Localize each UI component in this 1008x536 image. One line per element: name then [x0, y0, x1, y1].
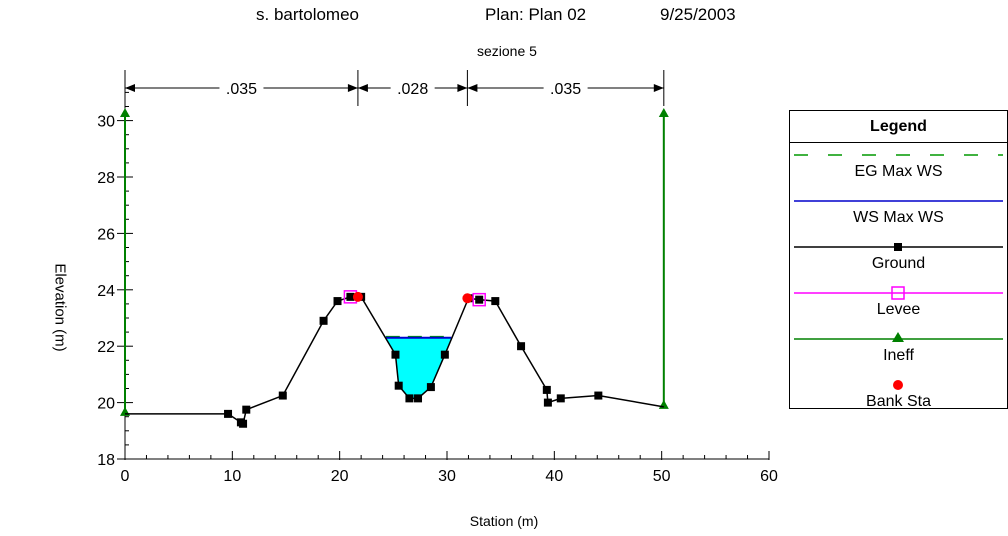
ground-point — [426, 383, 435, 392]
ground-point — [391, 350, 400, 359]
ground-point — [491, 297, 500, 306]
legend-label: WS Max WS — [853, 209, 944, 226]
ineff-triangle — [120, 107, 130, 117]
legend-item: WS Max WS — [790, 189, 1007, 235]
legend-label: Bank Sta — [866, 393, 931, 410]
ground-point — [517, 342, 526, 351]
legend-swatch — [794, 332, 1003, 342]
ground-point — [239, 419, 248, 428]
legend-swatch — [794, 286, 1003, 300]
y-tick-label: 18 — [97, 452, 115, 469]
legend-item: Levee — [790, 281, 1007, 327]
legend-box: Legend EG Max WS WS Max WS Ground Levee Inef… — [789, 110, 1008, 410]
y-tick-label: 20 — [97, 396, 115, 413]
ground-point — [346, 292, 355, 301]
ground-point — [224, 409, 233, 418]
x-axis-label: Station (m) — [469, 513, 539, 529]
y-tick-label: 30 — [97, 114, 115, 131]
y-tick-label: 24 — [97, 283, 115, 300]
ground-point — [556, 394, 565, 403]
plan-date: 9/25/2003 — [660, 5, 736, 24]
ground-point — [333, 297, 342, 306]
manning-arrowhead-left — [357, 84, 368, 92]
bank-station-marker — [352, 291, 363, 302]
x-tick-label: 0 — [121, 468, 130, 485]
ground-point — [542, 385, 551, 394]
legend-marker — [891, 286, 905, 300]
ineff-triangle — [658, 399, 669, 409]
legend-label: Ground — [871, 255, 926, 272]
project-name: s. bartolomeo — [256, 5, 359, 24]
manning-arrowhead-right — [457, 84, 468, 92]
x-tick-label: 40 — [545, 468, 563, 485]
ground-point — [319, 316, 328, 325]
levee-marker — [472, 292, 486, 307]
ground-point — [394, 381, 403, 390]
legend-label: Ineff — [883, 347, 914, 364]
ground-point — [242, 405, 251, 414]
x-tick-label: 60 — [760, 468, 778, 485]
ground-point — [440, 350, 449, 359]
x-tick-label: 10 — [223, 468, 241, 485]
legend-marker — [894, 243, 902, 251]
y-tick-label: 26 — [97, 226, 115, 243]
legend-item: EG Max WS — [790, 143, 1007, 189]
manning-label-bg — [219, 78, 264, 98]
legend-item: Ineff — [790, 327, 1007, 373]
legend-marker — [892, 332, 904, 342]
manning-arrowhead-right — [653, 84, 664, 92]
manning-label-bg — [390, 78, 435, 98]
manning-arrowhead-left — [125, 84, 135, 92]
y-tick-label: 28 — [97, 170, 115, 187]
ground-point — [278, 391, 287, 400]
manning-arrowhead-left — [467, 84, 478, 92]
legend-marker — [893, 380, 903, 390]
ground-point — [475, 295, 484, 304]
manning-label: .028 — [397, 81, 428, 98]
legend-swatch — [893, 380, 903, 390]
section-subtitle: sezione 5 — [477, 43, 537, 59]
ground-line — [125, 296, 664, 425]
x-tick-label: 50 — [653, 468, 671, 485]
legend-title: Legend — [790, 111, 1007, 143]
chart-title: s. bartolomeo Plan: Plan 02 9/25/2003 — [0, 5, 1008, 29]
ground-point — [594, 391, 603, 400]
legend-swatch — [794, 154, 1003, 156]
manning-label: .035 — [226, 81, 257, 98]
x-tick-label: 30 — [438, 468, 456, 485]
legend-label: Levee — [876, 301, 921, 318]
legend-items: EG Max WS WS Max WS Ground Levee Ineff Bank S… — [790, 143, 1007, 419]
ground-point — [405, 394, 414, 403]
ground-point — [543, 398, 552, 407]
ineff-triangle — [658, 107, 669, 117]
manning-label-bg — [543, 78, 588, 98]
manning-label: .035 — [550, 81, 581, 98]
ground-point — [414, 394, 423, 403]
bank-station-marker — [462, 293, 473, 304]
legend-item: Bank Sta — [790, 373, 1007, 419]
legend-item: Ground — [790, 235, 1007, 281]
y-tick-label: 22 — [97, 339, 115, 356]
plan-name: Plan: Plan 02 — [485, 5, 587, 24]
legend-swatch — [794, 200, 1003, 202]
legend-label: EG Max WS — [854, 163, 943, 180]
legend-swatch — [794, 243, 1003, 251]
manning-arrowhead-right — [347, 84, 358, 92]
x-tick-label: 20 — [331, 468, 349, 485]
